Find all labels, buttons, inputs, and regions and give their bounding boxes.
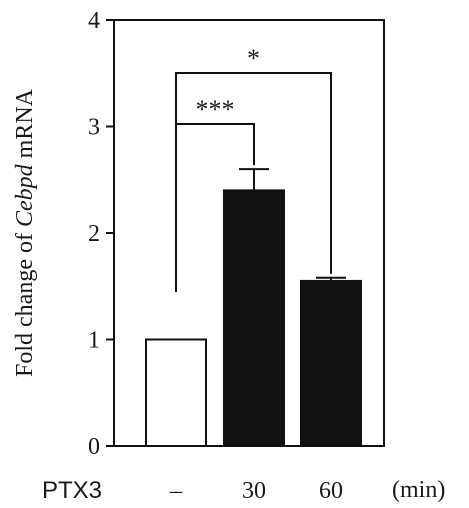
x-category-label: 30 bbox=[242, 478, 266, 504]
y-tick-label: 1 bbox=[88, 328, 100, 354]
y-tick-label: 4 bbox=[88, 8, 100, 34]
unit-label: (min) bbox=[392, 477, 445, 503]
bar bbox=[300, 279, 362, 447]
treatment-label: PTX3 bbox=[42, 477, 102, 504]
y-axis-label: Fold change of Cebpd mRNA bbox=[12, 88, 38, 377]
bar bbox=[223, 189, 285, 447]
y-axis-label-suffix: mRNA bbox=[12, 88, 38, 164]
significance-bracket bbox=[175, 72, 332, 292]
significance-label: * bbox=[247, 44, 260, 73]
y-tick-label: 2 bbox=[88, 221, 100, 247]
y-tick-label: 3 bbox=[88, 115, 100, 141]
y-tick-label: 0 bbox=[88, 434, 100, 460]
x-category-label: 60 bbox=[319, 478, 343, 504]
bar bbox=[145, 338, 207, 447]
significance-label: *** bbox=[196, 95, 235, 124]
x-category-label: – bbox=[169, 478, 183, 504]
y-axis-label-prefix: Fold change of bbox=[12, 227, 38, 377]
y-axis-label-gene: Cebpd bbox=[12, 163, 38, 227]
